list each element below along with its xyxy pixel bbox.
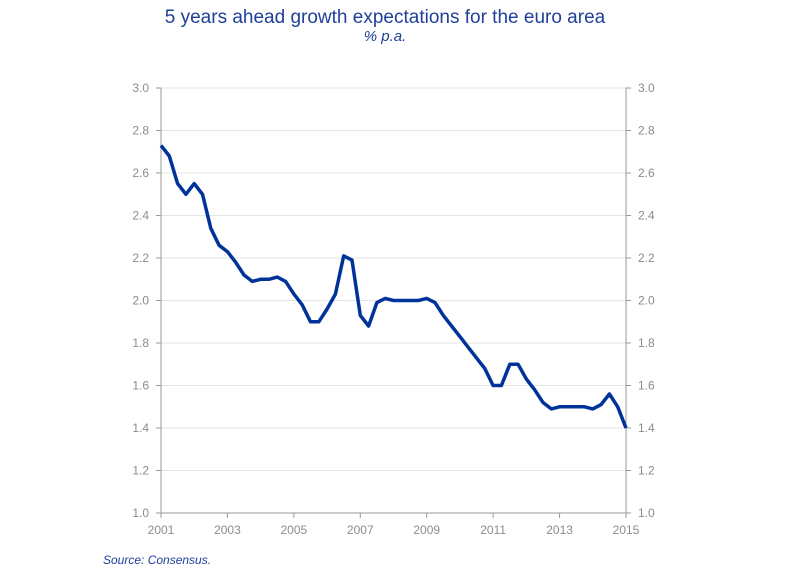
series-line-0	[159, 144, 628, 429]
x-tick-label: 2001	[148, 523, 175, 537]
source-note: Source: Consensus.	[103, 553, 212, 567]
chart-title: 5 years ahead growth expectations for th…	[164, 7, 606, 28]
y-tick-label-right: 2.2	[638, 251, 655, 265]
y-tick-label-right: 3.0	[638, 81, 655, 95]
y-tick-label-right: 1.8	[638, 336, 655, 350]
y-tick-label-left: 1.8	[132, 336, 149, 350]
y-tick-label-left: 2.2	[132, 251, 149, 265]
x-tick-label: 2007	[347, 523, 374, 537]
y-tick-label-right: 2.6	[638, 166, 655, 180]
x-tick-label: 2013	[546, 523, 573, 537]
series-layer	[159, 144, 628, 429]
y-tick-label-right: 1.6	[638, 379, 655, 393]
x-tick-label: 2011	[480, 523, 506, 537]
y-tick-label-left: 1.4	[132, 421, 149, 435]
y-tick-label-right: 1.2	[638, 464, 655, 478]
y-tick-label-right: 1.4	[638, 421, 655, 435]
axes	[156, 87, 631, 518]
x-tick-label: 2005	[281, 523, 308, 537]
y-tick-label-left: 1.6	[132, 379, 149, 393]
x-tick-label: 2015	[613, 523, 640, 537]
y-tick-label-left: 2.0	[132, 294, 149, 308]
x-tick-label: 2009	[413, 523, 440, 537]
y-tick-label-left: 2.6	[132, 166, 149, 180]
chart-subtitle: % p.a.	[363, 28, 407, 45]
y-tick-label-left: 1.2	[132, 464, 149, 478]
gridlines	[161, 87, 626, 471]
y-tick-label-left: 1.0	[132, 506, 149, 520]
y-tick-label-left: 3.0	[132, 81, 149, 95]
y-tick-label-left: 2.4	[132, 209, 149, 223]
y-tick-label-left: 2.8	[132, 124, 149, 138]
x-tick-label: 2003	[214, 523, 241, 537]
y-tick-label-right: 2.4	[638, 209, 655, 223]
y-tick-label-right: 2.8	[638, 124, 655, 138]
tick-labels: 1.0 1.0 1.2 1.2 1.4 1.4 1.6 1.6 1.8 1.8 2.0 2.0 2.2 2…	[132, 81, 655, 537]
y-tick-label-right: 1.0	[638, 506, 655, 520]
y-tick-label-right: 2.0	[638, 294, 655, 308]
